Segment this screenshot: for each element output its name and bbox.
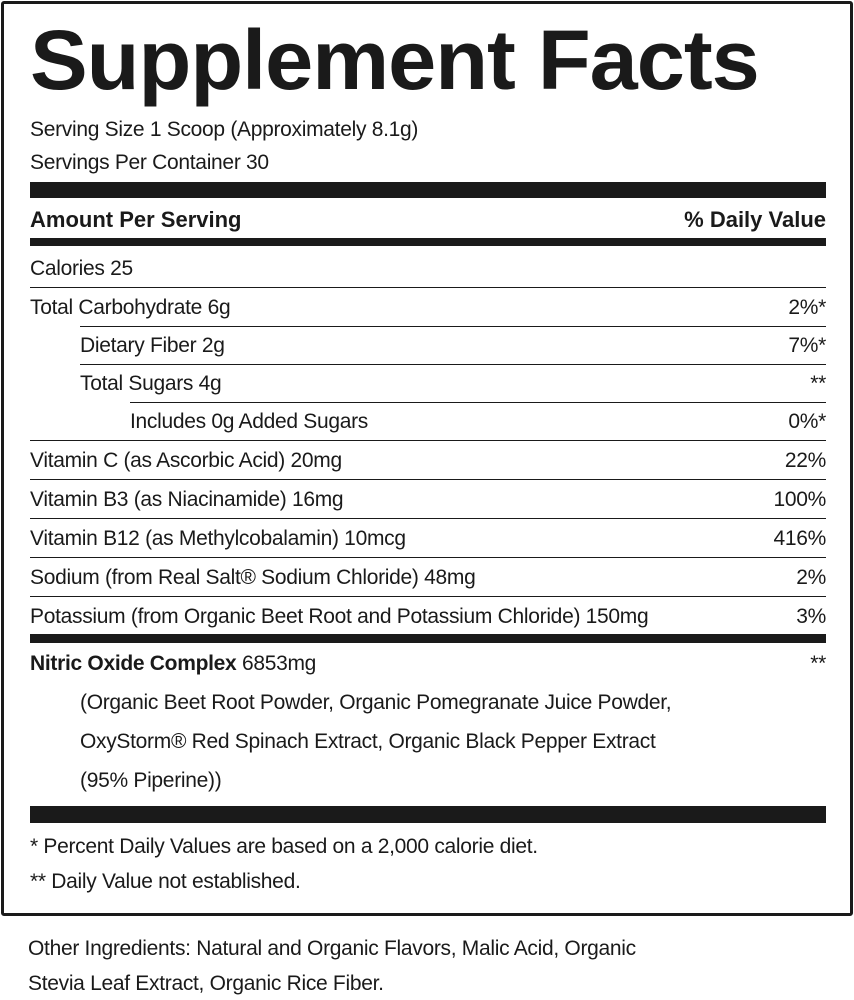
nutrient-row: Dietary Fiber 2g 7%* [30, 326, 826, 365]
nutrient-label: Total Sugars 4g [80, 372, 222, 395]
nutrient-row: Total Sugars 4g ** [30, 364, 826, 403]
nutrient-row: Includes 0g Added Sugars 0%* [30, 402, 826, 441]
blend-dv: ** [810, 652, 826, 675]
nutrient-label: Vitamin B12 (as Methylcobalamin) 10mcg [30, 527, 406, 550]
blend-ingredients-line: (Organic Beet Root Powder, Organic Pomeg… [80, 691, 672, 714]
row-divider [130, 402, 826, 403]
row-divider [80, 364, 826, 365]
blend-ingredients-line: OxyStorm® Red Spinach Extract, Organic B… [80, 730, 656, 753]
nutrient-row: Sodium (from Real Salt® Sodium Chloride)… [30, 558, 826, 597]
servings-per-container: Servings Per Container 30 [30, 151, 269, 174]
nutrient-daily-value: 22% [784, 449, 826, 472]
supplement-facts-panel: Supplement Facts Serving Size 1 Scoop (A… [1, 1, 853, 916]
nutrient-row: Vitamin B3 (as Niacinamide) 16mg 100% [30, 480, 826, 519]
nutrient-label: Total Carbohydrate 6g [30, 296, 231, 319]
nutrient-row: Potassium (from Organic Beet Root and Po… [30, 597, 826, 635]
nutrient-daily-value: 100% [773, 488, 826, 511]
blend-row: Nitric Oxide Complex 6853mg ** [30, 652, 826, 676]
medium-divider [30, 238, 826, 246]
other-ingredients: Stevia Leaf Extract, Organic Rice Fiber. [28, 972, 384, 995]
blend-ingredients-line: (95% Piperine)) [80, 769, 222, 792]
nutrient-daily-value: ** [810, 372, 826, 395]
footnote: * Percent Daily Values are based on a 2,… [30, 835, 538, 858]
nutrient-rows: Calories 25 Total Carbohydrate 6g 2%* Dieta… [30, 249, 826, 635]
blend-amount: 6853mg [241, 652, 317, 675]
daily-value-heading: % Daily Value [684, 207, 826, 232]
panel-title: Supplement Facts [30, 13, 760, 107]
nutrient-daily-value: 416% [773, 527, 826, 550]
serving-size: Serving Size 1 Scoop (Approximately 8.1g… [30, 118, 419, 141]
thick-divider [30, 182, 826, 198]
other-ingredients: Other Ingredients: Natural and Organic F… [28, 937, 636, 960]
amount-per-serving-heading: Amount Per Serving [30, 207, 242, 232]
nutrient-label: Sodium (from Real Salt® Sodium Chloride)… [30, 566, 476, 589]
nutrient-daily-value: 0%* [788, 410, 826, 433]
nutrient-daily-value: 3% [796, 605, 826, 628]
nutrient-row: Total Carbohydrate 6g 2%* [30, 288, 826, 327]
nutrient-label: Calories 25 [30, 257, 133, 280]
nutrient-daily-value: 2%* [788, 296, 826, 319]
blend-name: Nitric Oxide Complex [30, 652, 237, 675]
nutrient-label: Includes 0g Added Sugars [130, 410, 368, 433]
nutrient-label: Dietary Fiber 2g [80, 334, 225, 357]
nutrient-row: Vitamin B12 (as Methylcobalamin) 10mcg 41… [30, 519, 826, 558]
nutrient-label: Vitamin B3 (as Niacinamide) 16mg [30, 488, 344, 511]
thick-divider [30, 806, 826, 823]
nutrient-label: Potassium (from Organic Beet Root and Po… [30, 605, 649, 628]
nutrient-daily-value: 2% [796, 566, 826, 589]
nutrient-label: Vitamin C (as Ascorbic Acid) 20mg [30, 449, 342, 472]
nutrient-row: Calories 25 [30, 249, 826, 288]
nutrient-daily-value: 7%* [788, 334, 826, 357]
nutrient-row: Vitamin C (as Ascorbic Acid) 20mg 22% [30, 441, 826, 480]
medium-divider [30, 634, 826, 643]
column-header: Amount Per Serving % Daily Value [30, 207, 826, 233]
footnote: ** Daily Value not established. [30, 870, 301, 893]
row-divider [80, 326, 826, 327]
